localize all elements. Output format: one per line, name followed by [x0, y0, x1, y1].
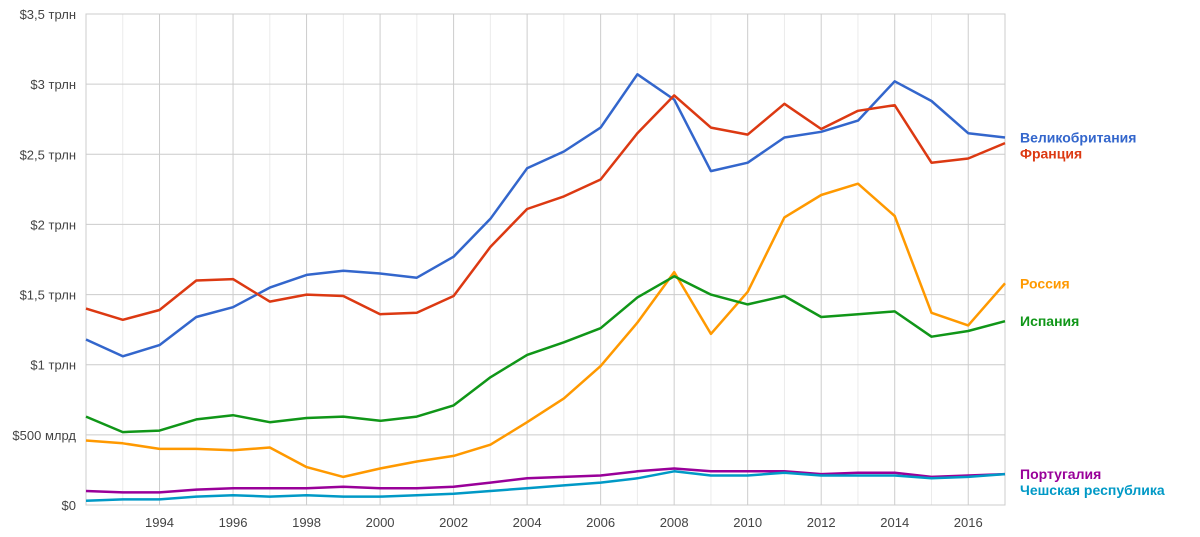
series-label-0: Великобритания — [1020, 129, 1136, 145]
x-tick-label: 2016 — [954, 515, 983, 530]
x-tick-label: 2010 — [733, 515, 762, 530]
series-line-2 — [85, 182, 1006, 479]
series-line-0 — [85, 73, 1006, 358]
x-tick-label: 2004 — [513, 515, 542, 530]
y-tick-label: $1,5 трлн — [20, 288, 76, 303]
series-label-2: Россия — [1020, 275, 1070, 291]
x-tick-label: 2008 — [660, 515, 689, 530]
y-tick-label: $2,5 трлн — [20, 147, 76, 162]
series-line-5 — [85, 470, 1006, 503]
series-line-1 — [85, 94, 1006, 322]
series-label-5: Чешская республика — [1020, 482, 1165, 498]
y-tick-label: $500 млрд — [12, 428, 76, 443]
x-tick-label: 1998 — [292, 515, 321, 530]
series-line-3 — [85, 275, 1006, 434]
series-line-4 — [85, 467, 1006, 494]
x-tick-label: 1996 — [219, 515, 248, 530]
y-tick-label: $2 трлн — [30, 217, 76, 232]
y-tick-label: $3,5 трлн — [20, 7, 76, 22]
x-tick-label: 2006 — [586, 515, 615, 530]
axes: $0 $500 млрд $1 трлн $1,5 трлн $2 трлн $2,5 т… — [12, 7, 982, 530]
x-tick-label: 2000 — [366, 515, 395, 530]
y-tick-label: $0 — [62, 498, 76, 513]
x-tick-label: 1994 — [145, 515, 174, 530]
y-tick-label: $3 трлн — [30, 77, 76, 92]
x-tick-label: 2002 — [439, 515, 468, 530]
x-tick-label: 2014 — [880, 515, 909, 530]
grid — [85, 13, 1006, 506]
x-tick-label: 2012 — [807, 515, 836, 530]
series-label-4: Португалия — [1020, 466, 1101, 482]
series-label-1: Франция — [1020, 145, 1082, 161]
series-label-3: Испания — [1020, 313, 1079, 329]
series-lines — [85, 73, 1006, 503]
y-tick-label: $1 трлн — [30, 358, 76, 373]
plot-frame — [85, 13, 1006, 506]
